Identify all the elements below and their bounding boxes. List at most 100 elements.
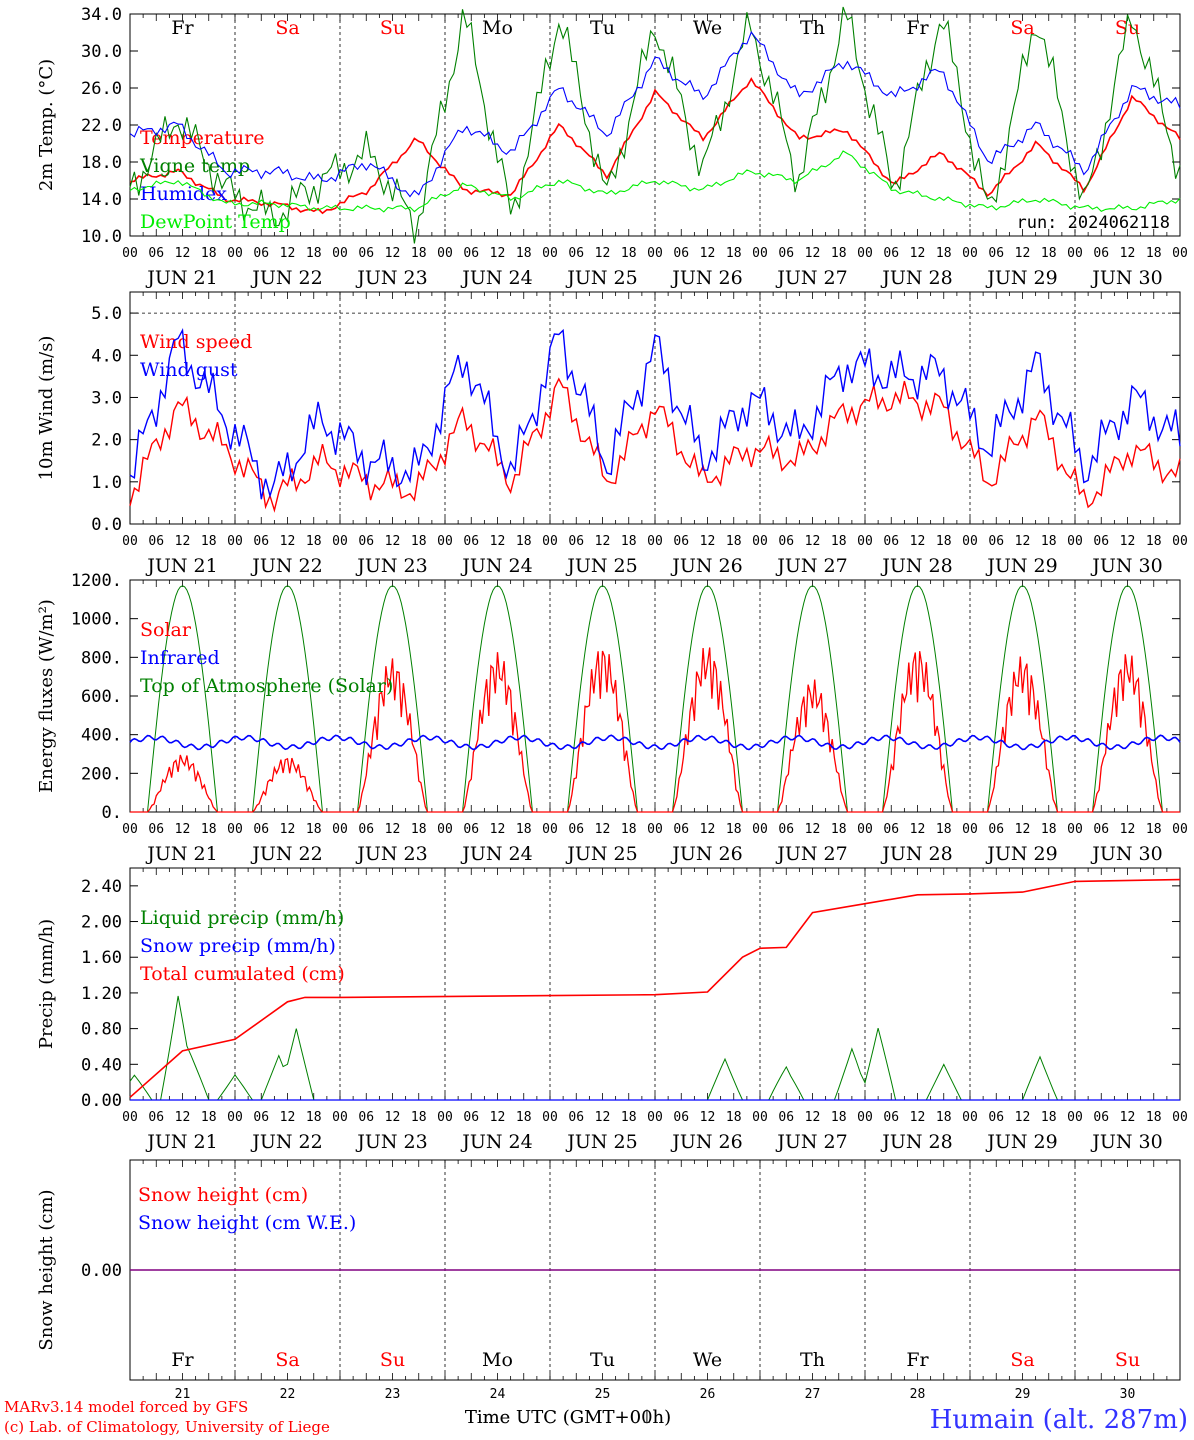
weekday-label: We <box>693 1349 722 1371</box>
weekday-label: Fr <box>906 17 929 39</box>
weekday-label: Su <box>380 17 405 39</box>
hour-tick-label: 00 <box>332 534 348 549</box>
hour-tick-label: 00 <box>647 246 663 261</box>
series-line-2 <box>129 30 1181 198</box>
hour-tick-label: 18 <box>621 534 637 549</box>
date-label: JUN 29 <box>985 1131 1057 1153</box>
weekday-label: Th <box>800 17 825 39</box>
date-label: JUN 26 <box>670 555 742 577</box>
hour-tick-label: 12 <box>805 822 821 837</box>
hour-tick-label: 00 <box>857 1110 873 1125</box>
date-label: JUN 27 <box>775 843 847 865</box>
y-tick-label: 0.40 <box>81 1055 122 1075</box>
date-label: JUN 29 <box>985 843 1057 865</box>
hour-tick-label: 18 <box>411 534 427 549</box>
series-line-3 <box>129 150 1181 213</box>
day-number-label: 26 <box>700 1387 716 1402</box>
hour-tick-label: 18 <box>936 1110 952 1125</box>
date-label: JUN 26 <box>670 267 742 289</box>
hour-tick-label: 00 <box>437 822 453 837</box>
legend-entry: Total cumulated (cm) <box>140 963 345 985</box>
legend-entry: Wind gust <box>140 359 238 381</box>
date-label: JUN 27 <box>775 555 847 577</box>
hour-tick-label: 12 <box>910 822 926 837</box>
hour-tick-label: 12 <box>1120 822 1136 837</box>
hour-tick-label: 18 <box>201 1110 217 1125</box>
hour-tick-label: 00 <box>227 246 243 261</box>
hour-tick-label: 00 <box>962 246 978 261</box>
weekday-label: Th <box>800 1349 825 1371</box>
hour-tick-label: 18 <box>411 246 427 261</box>
y-axis-title: 10m Wind (m/s) <box>36 336 57 481</box>
hour-tick-label: 18 <box>516 1110 532 1125</box>
hour-tick-label: 12 <box>175 1110 191 1125</box>
y-tick-label: 0.0 <box>91 515 122 535</box>
weekday-label: Tu <box>590 17 615 39</box>
hour-tick-label: 18 <box>1146 1110 1162 1125</box>
legend-entry: DewPoint Temp <box>140 211 291 233</box>
day-number-label: 29 <box>1015 1387 1031 1402</box>
hour-tick-label: 00 <box>542 1110 558 1125</box>
hour-tick-label: 12 <box>490 246 506 261</box>
hour-tick-label: 06 <box>463 822 479 837</box>
day-number-label: 25 <box>595 1387 611 1402</box>
weekday-label: Su <box>1115 17 1140 39</box>
hour-tick-label: 00 <box>227 534 243 549</box>
day-number-label: 28 <box>910 1387 926 1402</box>
hour-tick-label: 12 <box>910 246 926 261</box>
weekday-label: Tu <box>590 1349 615 1371</box>
date-label: JUN 22 <box>250 267 322 289</box>
y-tick-label: 2.00 <box>81 913 122 933</box>
hour-tick-label: 12 <box>595 822 611 837</box>
hour-tick-label: 00 <box>332 822 348 837</box>
hour-tick-label: 12 <box>280 822 296 837</box>
hour-tick-label: 18 <box>411 1110 427 1125</box>
y-tick-label: 800. <box>81 648 122 668</box>
y-tick-label: 600. <box>81 687 122 707</box>
hour-tick-label: 00 <box>1067 822 1083 837</box>
hour-tick-label: 06 <box>778 822 794 837</box>
y-tick-label: 0.80 <box>81 1020 122 1040</box>
legend-entry: Vigne temp <box>139 155 250 177</box>
hour-tick-label: 12 <box>280 534 296 549</box>
legend-entry: Liquid precip (mm/h) <box>140 907 344 929</box>
hour-tick-label: 18 <box>726 534 742 549</box>
y-tick-label: 34.0 <box>81 5 122 25</box>
y-tick-label: 1000. <box>71 610 122 630</box>
hour-tick-label: 18 <box>201 534 217 549</box>
hour-tick-label: 06 <box>883 1110 899 1125</box>
date-label: JUN 29 <box>985 267 1057 289</box>
hour-tick-label: 18 <box>621 822 637 837</box>
hour-tick-label: 00 <box>962 534 978 549</box>
y-tick-label: 2.0 <box>91 431 122 451</box>
hour-tick-label: 00 <box>857 822 873 837</box>
hour-tick-label: 06 <box>568 246 584 261</box>
weekday-label: Sa <box>1010 1349 1034 1371</box>
hour-tick-label: 12 <box>910 534 926 549</box>
station-name: Humain (alt. 287m) <box>930 1405 1188 1435</box>
weekday-label: Fr <box>171 1349 194 1371</box>
date-label: JUN 23 <box>355 843 427 865</box>
hour-tick-label: 06 <box>673 534 689 549</box>
hour-tick-label: 06 <box>1093 1110 1109 1125</box>
hour-tick-label: 18 <box>831 1110 847 1125</box>
date-label: JUN 27 <box>775 1131 847 1153</box>
hour-tick-label: 18 <box>936 822 952 837</box>
weekday-label: Mo <box>482 17 513 39</box>
hour-tick-label: 18 <box>306 534 322 549</box>
hour-tick-label: 12 <box>280 1110 296 1125</box>
date-label: JUN 25 <box>565 555 637 577</box>
series-line-1 <box>129 6 1181 244</box>
model-credit: MARv3.14 model forced by GFS <box>4 1398 248 1416</box>
date-label: JUN 22 <box>250 1131 322 1153</box>
date-label: JUN 28 <box>880 555 952 577</box>
hour-tick-label: 06 <box>988 246 1004 261</box>
hour-tick-label: 06 <box>148 822 164 837</box>
hour-tick-label: 12 <box>385 534 401 549</box>
hour-tick-label: 00 <box>752 246 768 261</box>
hour-tick-label: 18 <box>726 246 742 261</box>
hour-tick-label: 18 <box>726 822 742 837</box>
hour-tick-label: 06 <box>988 1110 1004 1125</box>
date-label: JUN 30 <box>1090 267 1162 289</box>
